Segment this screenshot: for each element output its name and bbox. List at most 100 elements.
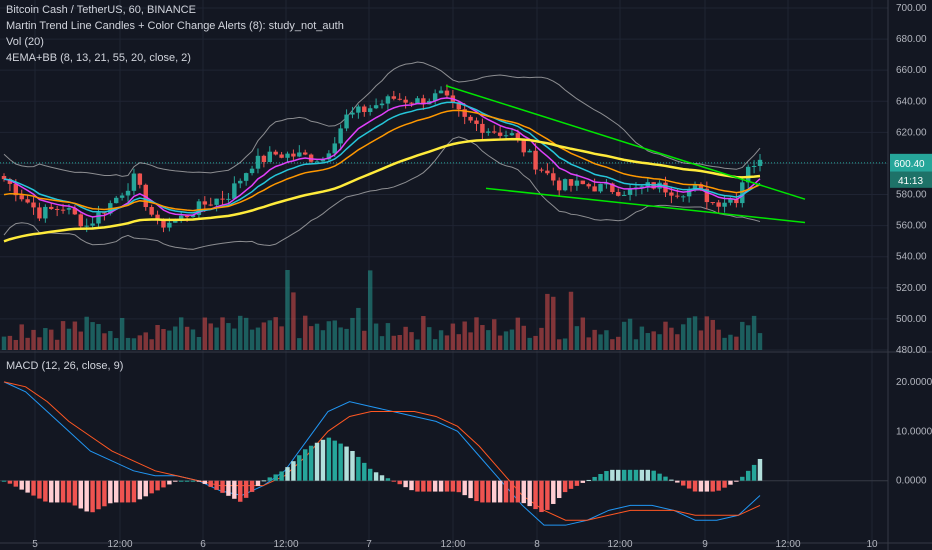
macd-histogram-bar: [745, 470, 751, 481]
volume-bar: [66, 328, 72, 350]
volume-bar: [427, 327, 432, 350]
macd-histogram-bar: [474, 480, 479, 502]
indicator-macd[interactable]: MACD (12, 26, close, 9): [6, 360, 124, 372]
macd-histogram-bar: [1, 480, 7, 482]
macd-histogram-bar: [13, 480, 19, 487]
macd-histogram-bar: [722, 480, 727, 488]
macd-histogram-bar: [397, 480, 402, 485]
volume-bar: [645, 333, 650, 350]
volume-bar: [503, 331, 509, 350]
volume-bar: [497, 335, 503, 350]
volume-bar: [72, 321, 78, 350]
macd-pane: [0, 381, 888, 526]
candle-body: [456, 102, 461, 110]
price-tick-label: 660.00: [896, 65, 927, 76]
macd-histogram-bar: [137, 480, 143, 500]
macd-histogram-bar: [438, 480, 444, 492]
macd-histogram-bar: [297, 455, 302, 481]
candle-body: [751, 165, 757, 167]
candle-body: [745, 166, 751, 183]
volume-bar: [208, 323, 213, 350]
candle-body: [72, 208, 78, 215]
volume-bar: [367, 270, 373, 350]
macd-histogram-bar: [208, 480, 213, 487]
ema-8-line: [3, 97, 761, 218]
trendlines[interactable]: [445, 85, 806, 224]
price-tick-label: 560.00: [896, 221, 927, 232]
candle-body: [279, 154, 284, 158]
macd-histogram-bar: [462, 480, 467, 496]
macd-histogram-bar: [509, 480, 515, 503]
time-tick-label: 12:00: [775, 539, 800, 550]
macd-histogram-bar: [539, 480, 544, 513]
time-tick-label: 6: [200, 539, 206, 550]
volume-bar: [102, 333, 107, 350]
candle-body: [509, 133, 515, 136]
indicator-4ema-bb[interactable]: 4EMA+BB (8, 13, 21, 55, 20, close, 2): [6, 52, 191, 64]
candle-body: [350, 112, 355, 115]
candle-body: [545, 170, 550, 174]
candle-body: [639, 186, 645, 188]
macd-histogram-bar: [303, 449, 308, 481]
volume-bar: [639, 326, 645, 350]
candle-body: [184, 215, 190, 218]
candle-body: [486, 131, 491, 133]
indicator-volume[interactable]: Vol (20): [6, 36, 44, 48]
volume-bar: [232, 328, 237, 350]
volume-bar: [214, 327, 219, 350]
macd-histogram-bar: [580, 480, 586, 483]
candle-body: [468, 116, 473, 121]
volume-bar: [556, 339, 562, 350]
candle-body: [60, 209, 66, 211]
candle-body: [338, 128, 343, 144]
volume-bar: [1, 336, 7, 350]
volume-bar: [610, 339, 615, 350]
macd-histogram-bar: [556, 480, 562, 499]
candle-body: [373, 105, 379, 109]
volume-bar: [444, 335, 450, 350]
indicator-martin-trend[interactable]: Martin Trend Line Candles + Color Change…: [6, 20, 344, 32]
macd-histogram-bar: [698, 480, 704, 492]
candle-body: [728, 198, 733, 203]
volume-bar: [421, 316, 426, 350]
macd-histogram-bar: [686, 480, 692, 489]
candle-body: [291, 153, 296, 157]
macd-histogram-bar: [108, 480, 113, 504]
macd-histogram-bar: [486, 480, 491, 503]
volume-bar: [362, 330, 367, 350]
macd-line: [3, 381, 761, 526]
candle-body: [196, 201, 202, 215]
candle-body: [149, 207, 154, 215]
ema-55-line: [3, 137, 761, 243]
time-tick-label: 12:00: [440, 539, 465, 550]
candle-body: [367, 108, 373, 112]
candle-body: [326, 153, 332, 160]
macd-histogram-bar: [37, 480, 42, 499]
macd-histogram-bar: [226, 480, 231, 496]
macd-histogram-bar: [238, 480, 243, 502]
macd-histogram-bar: [332, 440, 337, 481]
volume-bar: [438, 330, 444, 350]
macd-histogram-bar: [43, 480, 48, 502]
volume-bar: [722, 337, 727, 350]
macd-histogram-bar: [409, 480, 414, 491]
candle-body: [31, 202, 36, 208]
volume-bar: [308, 326, 314, 350]
macd-histogram-bar: [740, 476, 745, 481]
volume-bar: [114, 338, 119, 350]
volume-bar: [757, 333, 763, 350]
volume-bar: [13, 339, 19, 350]
macd-tick-label: 20.0000: [896, 377, 932, 388]
macd-histogram-bar: [515, 480, 521, 503]
volume-bar: [267, 320, 272, 350]
bb-upper: [3, 61, 761, 177]
candle-body: [474, 120, 479, 124]
symbol-title[interactable]: Bitcoin Cash / TetherUS, 60, BINANCE: [6, 4, 196, 16]
volume-bar: [580, 317, 586, 350]
candle-body: [214, 198, 219, 205]
countdown-value: 41:13: [898, 176, 923, 187]
macd-histogram-bar: [261, 480, 267, 482]
candle-body: [37, 207, 42, 219]
volume-bar: [515, 317, 521, 350]
